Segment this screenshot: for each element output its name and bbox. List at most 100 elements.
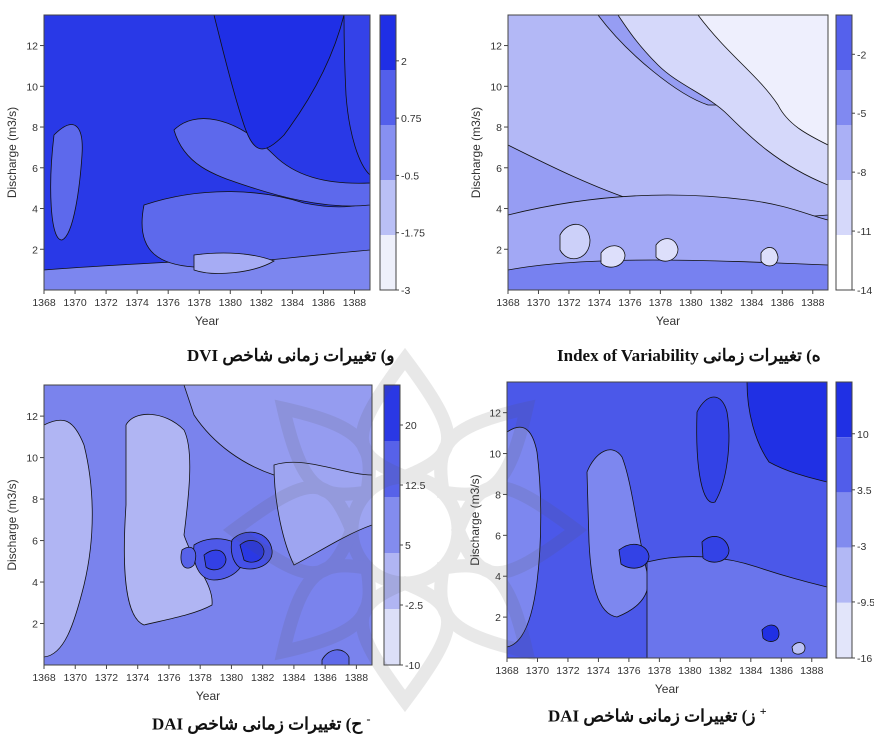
x-tick-label: 1380	[678, 665, 702, 677]
contour-region	[213, 15, 345, 150]
x-tick-label: 1374	[587, 665, 611, 677]
colorbar-frame	[835, 14, 853, 291]
colorbar-segment	[836, 492, 852, 548]
y-tick-label: 6	[495, 530, 501, 542]
chart-panel-3: 1368 1370 1372 1374 1376 1378 1380 1382 1384 1386…	[468, 381, 874, 696]
plot-frame	[43, 384, 373, 666]
contour-region	[203, 549, 227, 571]
colorbar-segment	[380, 180, 396, 235]
contour-fills	[507, 382, 827, 658]
caption-dvi: و) تغییرات زمانی شاخص DVI	[187, 346, 395, 365]
contour-region	[239, 540, 265, 563]
colorbar-tick-label: 20	[405, 420, 417, 432]
y-tick-label: 4	[495, 571, 501, 583]
x-tick-label: 1376	[157, 672, 181, 684]
y-axis-title: Discharge (m3/s)	[5, 107, 19, 198]
colorbar-segment	[380, 70, 396, 125]
contour-fills	[44, 385, 372, 665]
contour-region	[600, 245, 626, 268]
contour-fills	[44, 15, 370, 290]
colorbar-frame	[383, 384, 401, 666]
x-axis-title: Year	[655, 682, 679, 696]
plot-frame	[507, 14, 829, 291]
y-tick-label: 10	[489, 449, 501, 461]
x-tick-label: 1374	[126, 672, 150, 684]
contour-region	[180, 546, 197, 569]
colorbar-segment	[836, 15, 852, 70]
x-tick-label: 1384	[739, 665, 763, 677]
caption-dai-minus-text: ح) تغییرات زمانی شاخص DAI	[152, 714, 363, 734]
x-tick-label: 1382	[710, 297, 734, 309]
contour-region	[321, 649, 350, 665]
x-tick-label: 1382	[709, 665, 733, 677]
y-tick-label: 6	[32, 536, 38, 548]
colorbar-segment	[384, 497, 400, 553]
x-tick-label: 1388	[345, 672, 369, 684]
plot-frame	[506, 381, 828, 659]
x-tick-label: 1380	[679, 297, 703, 309]
colorbar-segment	[384, 553, 400, 609]
y-tick-label: 2	[495, 612, 501, 624]
x-tick-label: 1378	[188, 297, 212, 309]
colorbar-segment	[384, 609, 400, 665]
contour-region	[760, 247, 779, 267]
y-tick-label: 4	[496, 204, 502, 216]
colorbar-tick-label: -14	[857, 285, 872, 297]
x-tick-label: 1378	[648, 665, 672, 677]
x-tick-label: 1372	[557, 297, 581, 309]
x-tick-label: 1378	[189, 672, 213, 684]
colorbar-segment	[380, 235, 396, 290]
x-tick-label: 1374	[588, 297, 612, 309]
y-tick-label: 10	[26, 81, 38, 93]
x-tick-label: 1370	[64, 672, 88, 684]
colorbar-segment	[836, 602, 852, 658]
colorbar-segment	[380, 15, 396, 70]
contour-region	[655, 238, 679, 262]
colorbar-tick-label: -3	[857, 541, 866, 553]
colorbar-tick-label: 3.5	[857, 485, 872, 497]
x-tick-label: 1370	[526, 665, 550, 677]
contour-region	[173, 118, 370, 207]
y-tick-label: 4	[32, 577, 38, 589]
y-tick-label: 12	[489, 408, 501, 420]
colorbar-tick-label: 2	[401, 56, 407, 68]
caption-dai-plus: + ز) تغییرات زمانی شاخص DAI	[548, 704, 767, 727]
x-tick-label: 1370	[527, 297, 551, 309]
y-tick-label: 8	[496, 122, 502, 134]
colorbar-segment	[836, 70, 852, 125]
y-tick-label: 10	[26, 453, 38, 465]
watermark-logo	[222, 347, 588, 713]
chart-panel-2: 1368 1370 1372 1374 1376 1378 1380 1382 1384 1386…	[5, 384, 426, 703]
colorbar-segment	[836, 382, 852, 438]
contour-region	[646, 556, 827, 658]
colorbar-segment	[836, 125, 852, 180]
colorbar-tick-label: -8	[857, 167, 866, 179]
contour-region	[123, 413, 213, 626]
x-tick-label: 1386	[770, 665, 794, 677]
y-tick-label: 8	[32, 122, 38, 134]
colorbar-tick-label: -1.75	[401, 228, 425, 240]
colorbar-tick-label: -9.5	[857, 597, 874, 609]
x-tick-label: 1382	[251, 672, 275, 684]
y-axis-title: Discharge (m3/s)	[5, 479, 19, 570]
x-tick-label: 1384	[282, 672, 306, 684]
y-axis-title: Discharge (m3/s)	[469, 107, 483, 198]
x-tick-label: 1372	[94, 297, 118, 309]
x-tick-label: 1384	[281, 297, 305, 309]
y-tick-label: 12	[490, 41, 502, 53]
y-tick-label: 2	[32, 619, 38, 631]
contour-region	[193, 252, 275, 274]
x-tick-label: 1370	[63, 297, 87, 309]
colorbar-tick-label: -2	[857, 49, 866, 61]
y-tick-label: 2	[32, 244, 38, 256]
contour-region	[508, 259, 828, 290]
y-tick-label: 2	[496, 244, 502, 256]
contour-region	[696, 396, 730, 503]
x-tick-label: 1368	[32, 672, 56, 684]
contour-fills	[508, 15, 828, 290]
caption-dai-plus-sup: +	[759, 704, 767, 718]
plot-frame	[43, 14, 371, 291]
y-tick-label: 6	[496, 163, 502, 175]
colorbar-tick-label: -5	[857, 108, 866, 120]
